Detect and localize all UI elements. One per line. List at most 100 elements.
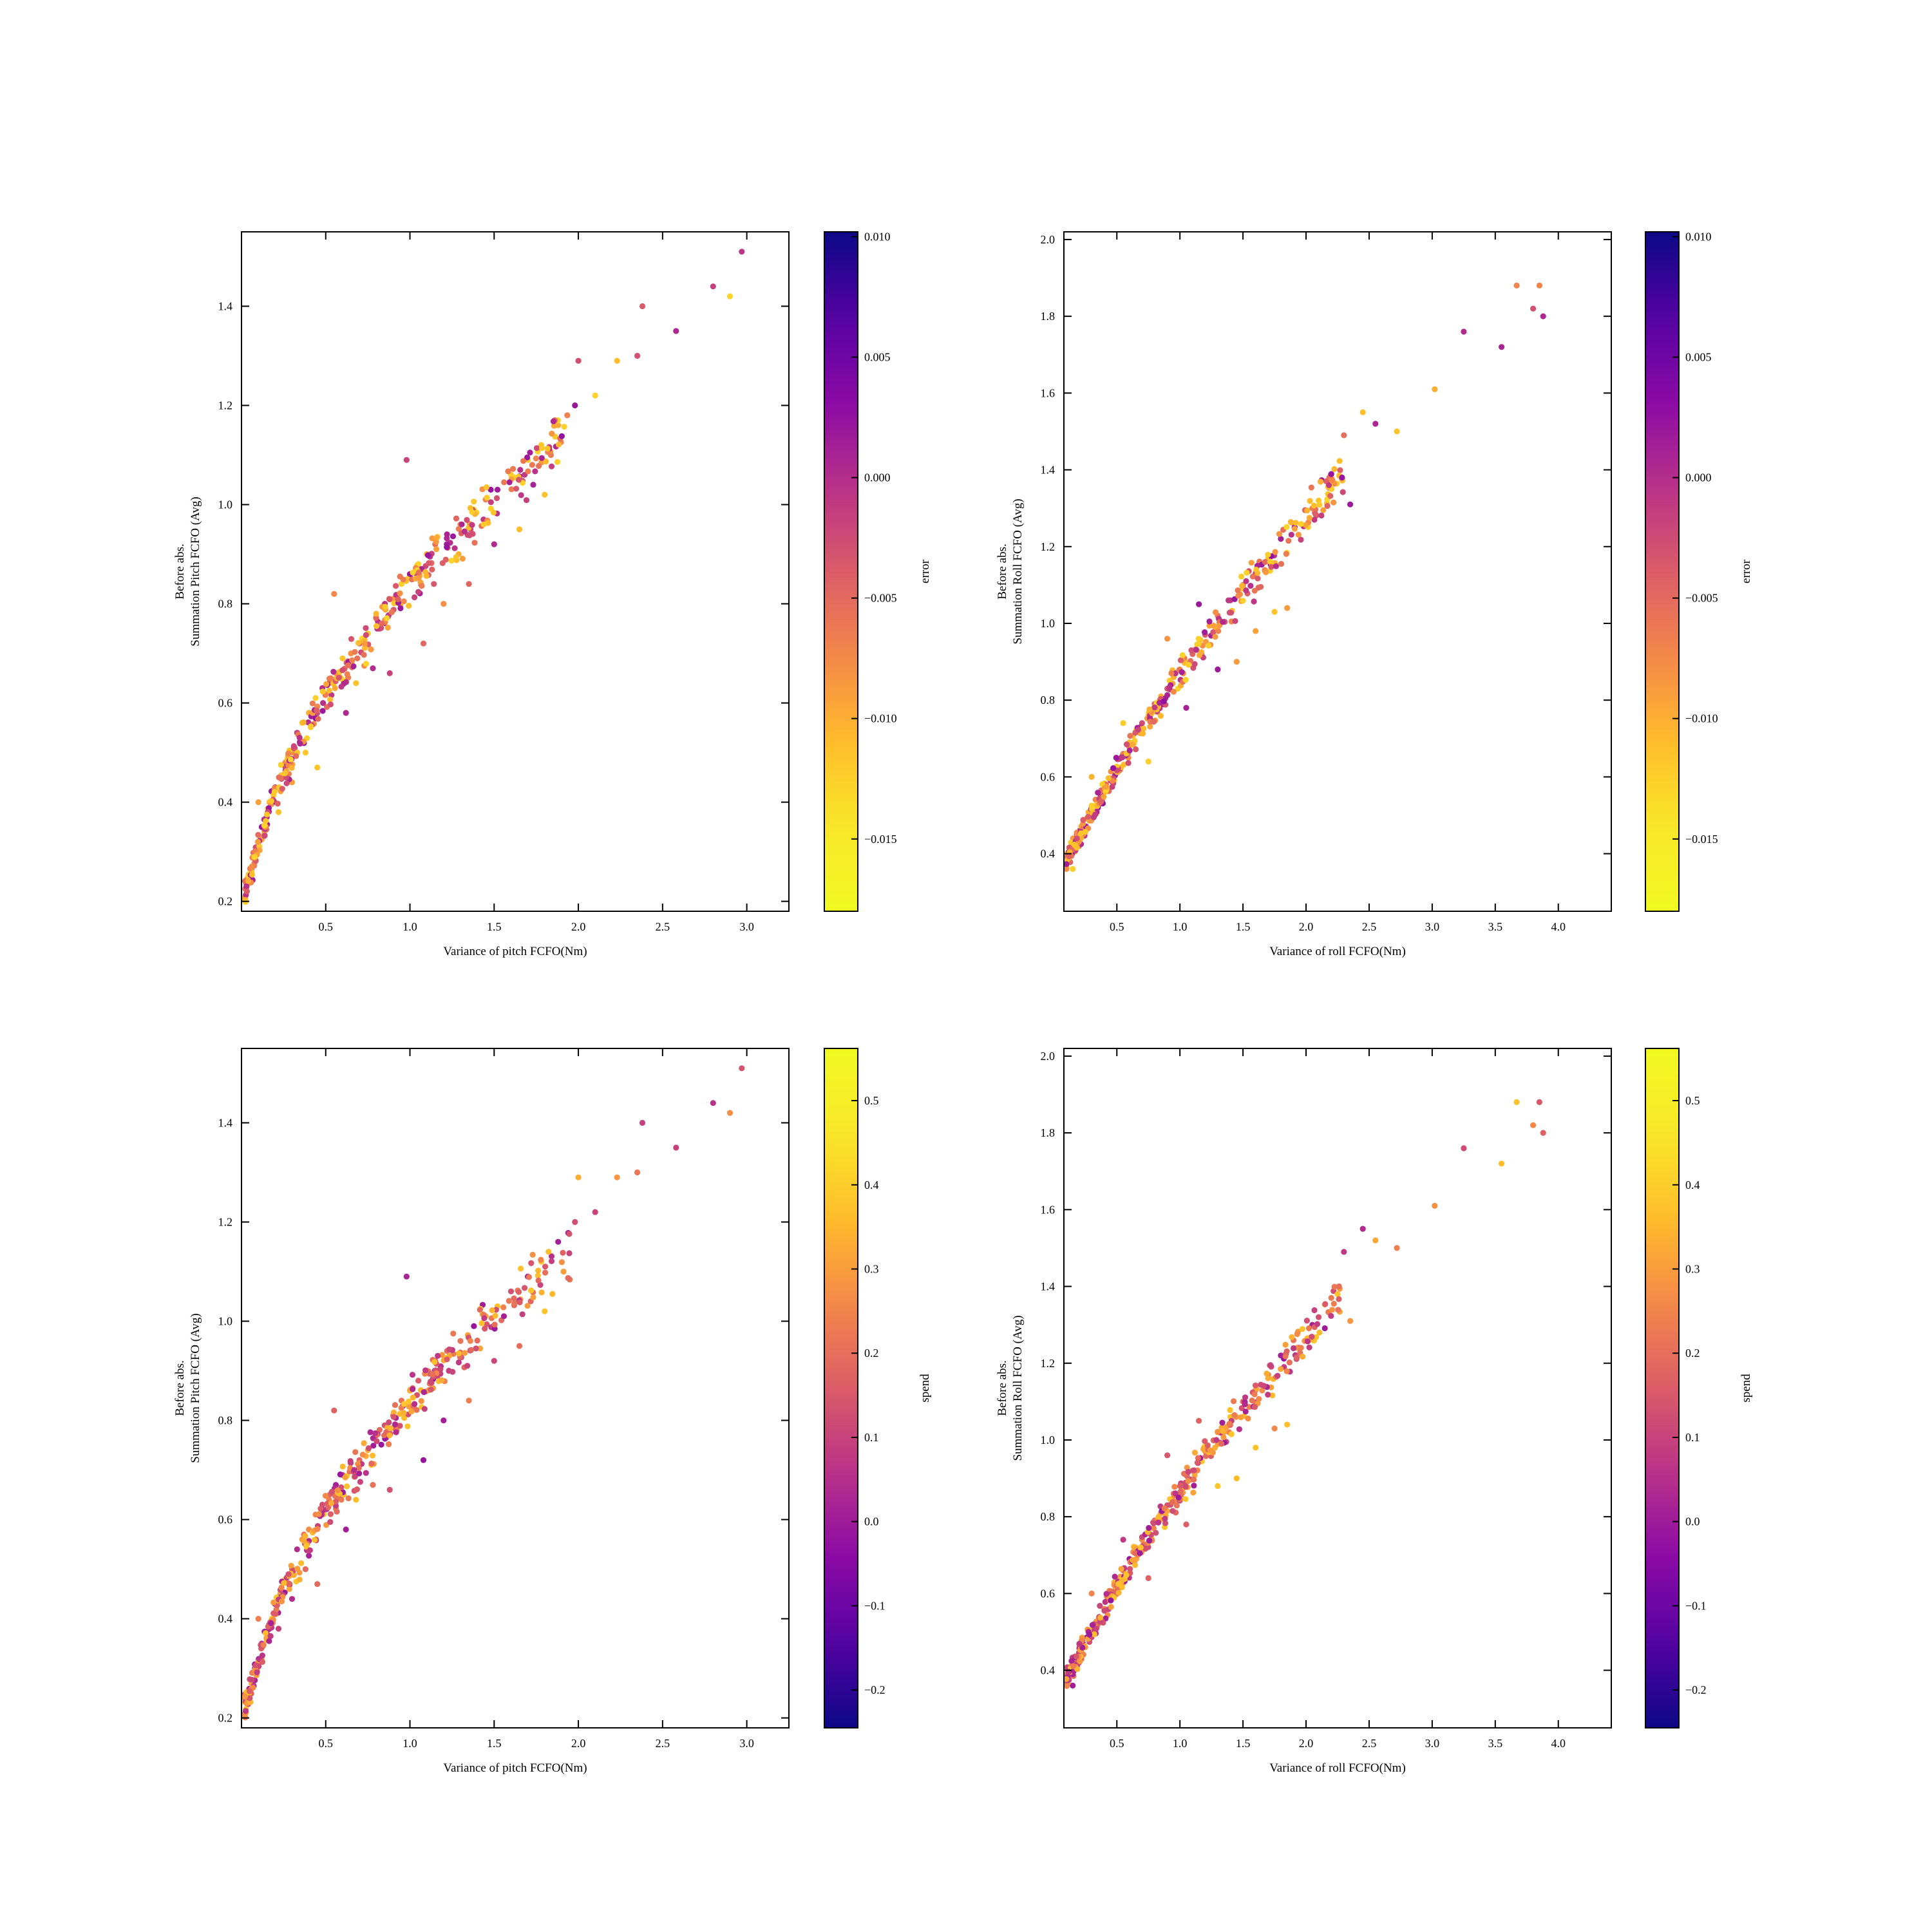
scatter-point (314, 1526, 321, 1532)
scatter-point (450, 1331, 457, 1337)
scatter-point (524, 454, 531, 461)
scatter-point (551, 422, 558, 429)
scatter-point (398, 581, 405, 587)
y-axis-label-line-1: Before abs. (173, 1360, 187, 1416)
scatter-point (525, 468, 531, 475)
scatter-point (1236, 1426, 1242, 1432)
scatter-point (710, 283, 716, 290)
scatter-point (1220, 1428, 1226, 1434)
scatter-point (1274, 1372, 1281, 1379)
scatter-point (471, 498, 477, 505)
scatter-point (297, 741, 303, 747)
y-axis-label-line-1: Before abs. (996, 544, 1009, 600)
scatter-point (1290, 1345, 1297, 1352)
scatter-point (249, 1676, 255, 1683)
scatter-point (536, 462, 542, 469)
scatter-point (279, 786, 285, 792)
scatter-point (1311, 516, 1318, 523)
x-axis-label: Variance of pitch FCFO(Nm) (443, 945, 587, 958)
scatter-point (455, 1359, 462, 1366)
x-tick-label: 1.0 (402, 1737, 417, 1750)
scatter-point (336, 674, 342, 681)
colorbar-tick-label: 0.1 (1685, 1431, 1700, 1444)
scatter-point (739, 1065, 745, 1072)
subplot-2: 0.5 1.0 1.5 2.0 2.5 3.0 3.5 4.0 0.4 0.6 0.8 1.0 1.2 1… (996, 230, 1753, 958)
scatter-point (370, 665, 376, 672)
scatter-point (493, 495, 500, 502)
scatter-point (1213, 1437, 1220, 1443)
scatter-point (1267, 1362, 1274, 1368)
scatter-point (319, 688, 326, 695)
scatter-point (386, 1419, 392, 1426)
scatter-point (400, 576, 406, 583)
scatter-point (474, 1338, 480, 1344)
scatter-point (242, 1693, 248, 1700)
scatter-point (259, 1659, 265, 1665)
scatter-point (1289, 1334, 1295, 1340)
scatter-point (1242, 1394, 1249, 1401)
scatter-point (1372, 1237, 1379, 1244)
scatter-point (1295, 531, 1302, 538)
scatter-point (363, 661, 370, 667)
scatter-point (614, 1174, 620, 1180)
scatter-point (1095, 790, 1101, 796)
scatter-point (255, 831, 261, 838)
scatter-point (311, 1537, 318, 1543)
scatter-point (1162, 1515, 1168, 1522)
scatter-point (1170, 1508, 1176, 1514)
scatter-point (464, 1363, 471, 1369)
scatter-point (1331, 1283, 1338, 1290)
scatter-point (419, 583, 425, 589)
scatter-point (510, 466, 516, 472)
scatter-point (1190, 1490, 1197, 1496)
scatter-point (1103, 784, 1110, 790)
scatter-point (300, 719, 307, 726)
y-tick-label: 0.4 (1041, 1664, 1056, 1677)
scatter-point (1121, 761, 1127, 768)
scatter-point (1082, 829, 1088, 835)
x-tick-label: 1.0 (1173, 920, 1188, 933)
scatter-point (319, 708, 326, 714)
scatter-point (1258, 583, 1264, 590)
scatter-point (1145, 1575, 1151, 1582)
scatter-point (1108, 1597, 1114, 1604)
scatter-point (401, 598, 407, 605)
x-tick-label: 4.0 (1551, 920, 1566, 933)
scatter-point (390, 1409, 397, 1416)
scatter-point (639, 1119, 646, 1126)
scatter-point (444, 535, 450, 542)
scatter-point (249, 864, 255, 870)
scatter-point (1063, 866, 1070, 872)
scatter-point (1170, 1499, 1176, 1506)
scatter-point (1147, 723, 1153, 730)
scatter-point (439, 1377, 445, 1383)
x-tick-label: 1.5 (487, 1737, 502, 1750)
scatter-point (1215, 1482, 1221, 1490)
scatter-point (1314, 1321, 1321, 1327)
colorbar-tick-label: −0.2 (1685, 1683, 1707, 1696)
scatter-point (1182, 1496, 1189, 1502)
scatter-point (1249, 573, 1256, 580)
scatter-point (1168, 670, 1175, 677)
colorbar-tick-label: −0.1 (864, 1599, 886, 1612)
scatter-point (384, 615, 390, 621)
scatter-point (506, 1298, 512, 1304)
scatter-point (543, 458, 549, 465)
scatter-point (1499, 1160, 1505, 1167)
scatter-point (639, 303, 646, 310)
scatter-point (505, 468, 511, 475)
scatter-point (1536, 1099, 1542, 1105)
scatter-point (1132, 1550, 1139, 1557)
scatter-point (243, 888, 250, 895)
scatter-point (491, 1321, 498, 1328)
scatter-point (435, 1352, 441, 1359)
scatter-point (566, 1231, 573, 1237)
x-tick-label: 1.0 (1173, 1737, 1188, 1750)
scatter-point (303, 1542, 310, 1549)
scatter-point (317, 1506, 324, 1512)
colorbar-tick-label: −0.010 (864, 712, 897, 725)
y-tick-label: 2.0 (1041, 233, 1056, 246)
scatter-point (1105, 775, 1112, 781)
scatter-point (1088, 1590, 1095, 1596)
scatter-point (538, 455, 545, 461)
